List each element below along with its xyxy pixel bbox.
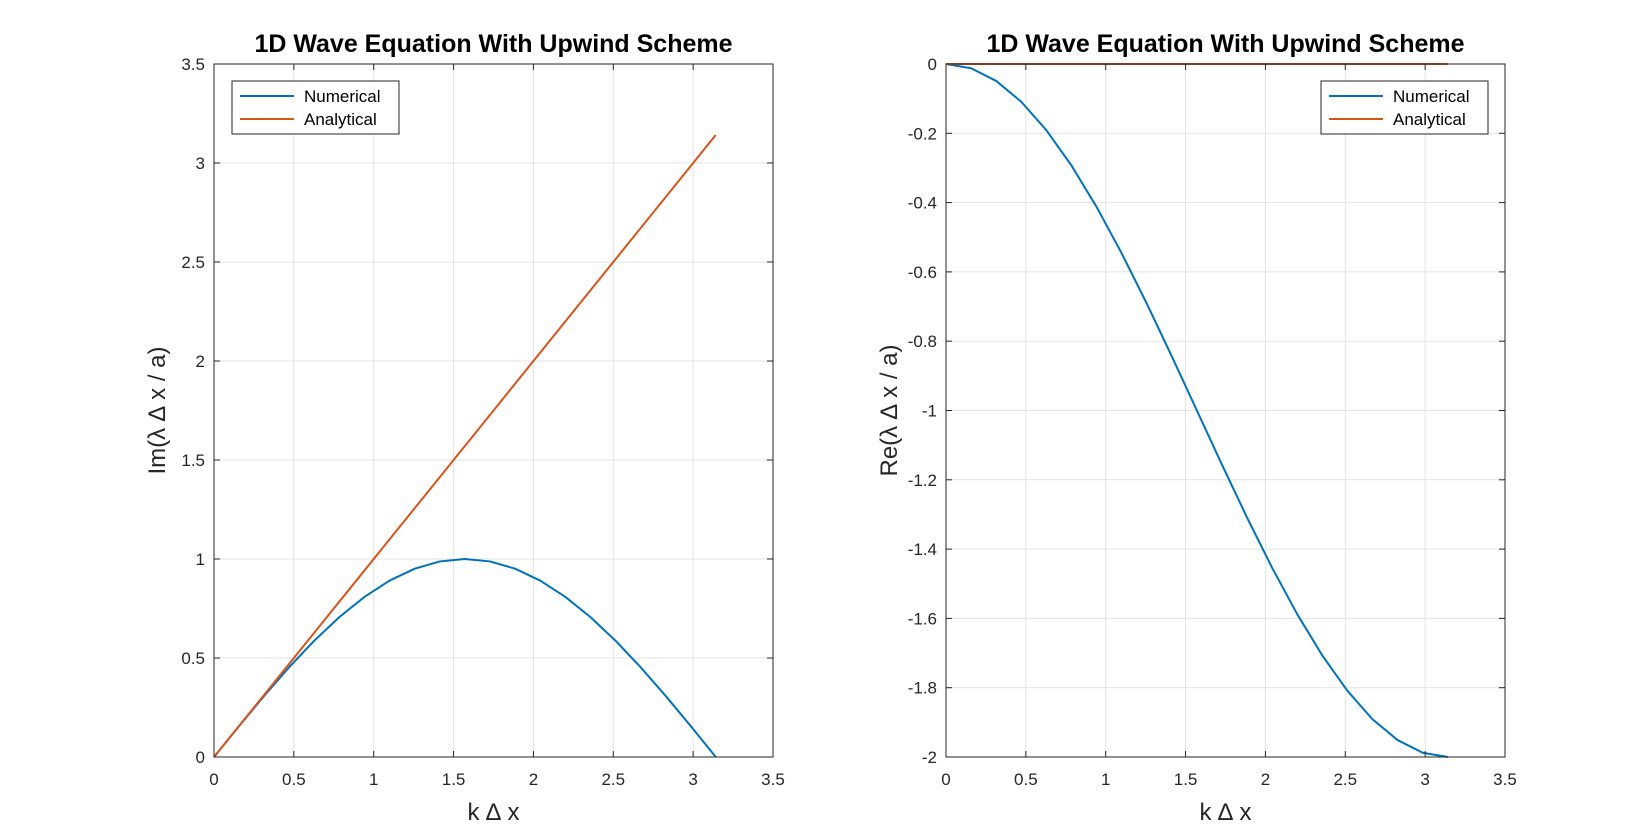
chart-2-x-tick-label: 2 [1261,770,1270,789]
chart-2-legend-box [1320,80,1489,135]
chart-1-y-tick-label: 0.5 [181,649,205,668]
chart-1-x-tick-label: 1.5 [442,770,466,789]
chart-2-y-tick-label: 0 [928,55,937,74]
chart-2-legend-label-numerical: Numerical [1393,87,1470,106]
chart-1-y-tick-label: 3.5 [181,55,205,74]
chart-1-legend-label-numerical: Numerical [304,87,381,106]
chart-1-y-tick-label: 2 [196,352,205,371]
chart-1-x-axis-label: k ∆ x [467,799,519,826]
chart-2-y-tick-label: -2 [922,748,937,767]
chart-1-series-numerical-line [213,558,717,758]
chart-2-x-tick-label: 2.5 [1333,770,1357,789]
chart-1-x-tick-label: 2.5 [601,770,625,789]
chart-1-x-tick-label: 3.5 [761,770,785,789]
chart-2-x-tick-label: 1.5 [1174,770,1198,789]
chart-2-title: 1D Wave Equation With Upwind Scheme [986,30,1464,58]
chart-1-x-tick-label: 2 [529,770,538,789]
chart-2-y-tick-label: -1.6 [908,609,937,628]
chart-1-title: 1D Wave Equation With Upwind Scheme [254,30,732,58]
chart-1-y-tick-label: 3 [196,154,205,173]
chart-2-y-tick-label: -0.6 [908,263,937,282]
chart-2-x-axis-label: k ∆ x [1199,799,1251,826]
chart-2-x-tick-label: 3 [1420,770,1429,789]
chart-1-y-tick-label: 0 [196,748,205,767]
chart-2-x-tick-label: 3.5 [1493,770,1517,789]
chart-2-y-tick-label: -1 [922,402,937,421]
chart-2-y-axis-label: Re(λ ∆ x / a) [876,344,903,476]
chart-2-y-tick-label: -0.8 [908,332,937,351]
chart-1-series-analytical-line [213,134,717,758]
chart-1-y-tick-label: 2.5 [181,253,205,272]
chart-2-x-tick-label: 0 [941,770,950,789]
chart-1-y-tick-label: 1 [196,550,205,569]
chart-2-series-numerical-line [945,63,1448,758]
chart-1-x-tick-label: 3 [688,770,697,789]
chart-1-y-axis-label: Im(λ ∆ x / a) [144,346,171,474]
chart-2-y-tick-label: -1.2 [908,471,937,490]
chart-2-y-tick-label: -1.8 [908,679,937,698]
chart-1-x-tick-label: 1 [369,770,378,789]
chart-2-legend-label-analytical: Analytical [1393,110,1466,129]
chart-2-x-tick-label: 1 [1101,770,1110,789]
chart-1-y-tick-label: 1.5 [181,451,205,470]
chart-1-axes-box [213,63,774,758]
chart-1-x-tick-label: 0.5 [282,770,306,789]
chart-2-y-tick-label: -0.4 [908,194,937,213]
chart-2-y-tick-label: -0.2 [908,124,937,143]
chart-1-x-tick-label: 0 [209,770,218,789]
chart-1-legend-label-analytical: Analytical [304,110,377,129]
chart-1-legend-box [231,80,400,135]
chart-2-y-tick-label: -1.4 [908,540,937,559]
chart-2-x-tick-label: 0.5 [1014,770,1038,789]
